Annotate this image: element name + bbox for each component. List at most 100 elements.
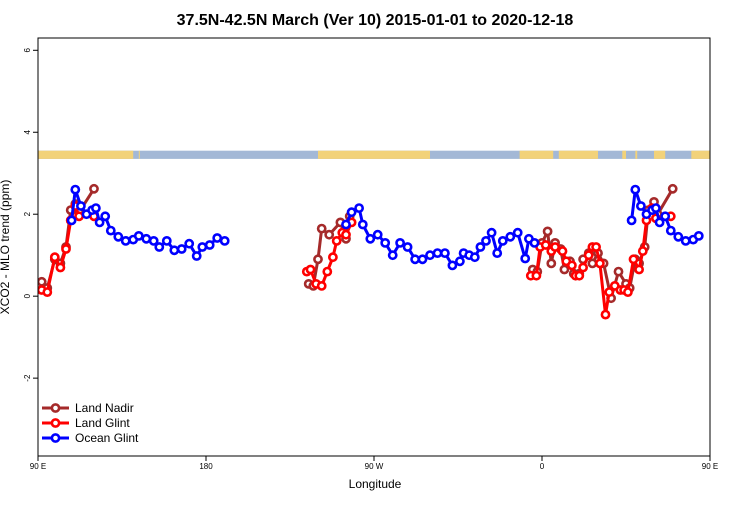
ocean-glint-point	[148, 235, 159, 246]
legend-marker	[50, 418, 61, 428]
land-band	[138, 150, 140, 159]
ocean-glint-point	[402, 242, 413, 252]
x-tick-label: 90 E	[30, 462, 46, 471]
ocean-glint-point	[486, 227, 497, 238]
land-glint-point	[531, 270, 542, 281]
ocean-glint-point	[395, 237, 405, 248]
ocean-glint-point	[665, 225, 676, 236]
ocean-glint-point	[161, 235, 172, 246]
land-glint-point	[623, 287, 633, 297]
ocean-glint-point	[380, 237, 391, 248]
ocean-glint-point	[520, 253, 531, 264]
ocean-glint-point	[626, 215, 637, 226]
ocean-glint-point	[120, 235, 131, 246]
land-nadir-point	[667, 183, 678, 194]
ocean-glint-point	[454, 256, 465, 267]
land-nadir-point	[546, 258, 557, 269]
y-axis-label: XCO2 - MLO trend (ppm)	[0, 180, 12, 315]
ocean-glint-point	[204, 240, 215, 250]
land-glint-point	[327, 252, 338, 263]
ocean-glint-point	[113, 231, 124, 242]
ocean-glint-point	[680, 235, 691, 246]
land-glint-point	[322, 266, 333, 277]
ocean-glint-point	[372, 229, 383, 240]
land-band	[622, 150, 626, 159]
land-glint-point	[578, 262, 588, 273]
ocean-glint-point	[76, 201, 86, 211]
land-nadir-point	[613, 266, 624, 277]
legend-label: Land Glint	[75, 416, 130, 430]
land-nadir-point	[316, 223, 327, 234]
land-glint-point	[591, 242, 601, 252]
ocean-glint-point	[425, 250, 435, 261]
ocean-glint-point	[66, 215, 77, 226]
land-glint-point	[557, 246, 568, 256]
y-tick-label: -2	[23, 374, 32, 382]
ocean-glint-point	[469, 252, 480, 263]
ocean-glint-point	[105, 225, 116, 236]
ocean-glint-point	[346, 207, 357, 218]
land-band	[38, 150, 134, 159]
legend-label: Land Nadir	[75, 401, 134, 415]
ocean-glint-point	[492, 248, 503, 258]
ocean-glint-point	[447, 260, 458, 271]
land-glint-point	[595, 258, 605, 269]
land-band	[691, 150, 710, 159]
x-tick-label: 90 W	[365, 462, 384, 471]
land-nadir-point	[89, 183, 99, 194]
ocean-glint-point	[169, 245, 180, 256]
legend-item-land-glint: Land Glint	[42, 416, 130, 430]
y-tick-label: 2	[23, 211, 32, 216]
x-tick-label: 0	[540, 462, 545, 471]
ocean-glint-point	[357, 219, 368, 230]
ocean-glint-point	[94, 217, 105, 228]
land-glint-point	[628, 254, 639, 265]
land-glint-point	[61, 244, 71, 254]
ocean-glint-point	[191, 251, 202, 261]
plot-frame	[37, 37, 711, 457]
land-glint-point	[341, 229, 351, 240]
ocean-glint-point	[505, 231, 516, 242]
land-band	[654, 150, 666, 159]
ocean-glint-point	[497, 235, 508, 246]
ocean-glint-point	[341, 219, 351, 230]
ocean-glint-point	[154, 242, 165, 252]
land-glint-point	[637, 246, 648, 256]
land-glint-point	[550, 242, 560, 252]
ocean-glint-point	[654, 217, 665, 228]
land-glint-point	[567, 260, 577, 271]
land-nadir-point	[587, 258, 598, 269]
x-axis-label: Longitude	[349, 477, 402, 491]
series-layer	[38, 183, 704, 320]
ocean-glint-point	[184, 238, 195, 249]
land-glint-point	[49, 252, 60, 263]
land-glint-point	[316, 280, 327, 291]
y-axis-ticks: -2 0 2 4 6	[23, 48, 38, 382]
chart-title: 37.5N-42.5N March (Ver 10) 2015-01-01 to…	[177, 12, 574, 29]
land-glint-point	[604, 287, 615, 297]
land-glint-point	[583, 250, 594, 261]
legend-label: Ocean Glint	[75, 431, 139, 445]
legend-marker	[50, 403, 61, 413]
land-glint-point	[331, 235, 342, 246]
land-glint-point	[42, 287, 53, 297]
ocean-glint-point	[354, 203, 364, 213]
land-ocean-strip	[38, 150, 710, 159]
ocean-glint-point	[693, 230, 704, 241]
x-axis-ticks: 90 E 180 90 W 0 90 E	[30, 456, 718, 471]
ocean-glint-point	[481, 235, 491, 246]
series-ocean-glint	[66, 184, 704, 271]
ocean-glint-point	[91, 203, 101, 213]
land-glint-point	[574, 270, 585, 281]
y-tick-label: 0	[23, 293, 32, 298]
ocean-glint-point	[417, 254, 428, 265]
ocean-glint-point	[387, 250, 398, 261]
land-band	[635, 150, 638, 159]
ocean-glint-point	[512, 227, 523, 238]
land-glint-point	[55, 262, 66, 273]
ocean-glint-point	[651, 203, 661, 213]
legend-item-ocean-glint: Ocean Glint	[42, 431, 139, 445]
